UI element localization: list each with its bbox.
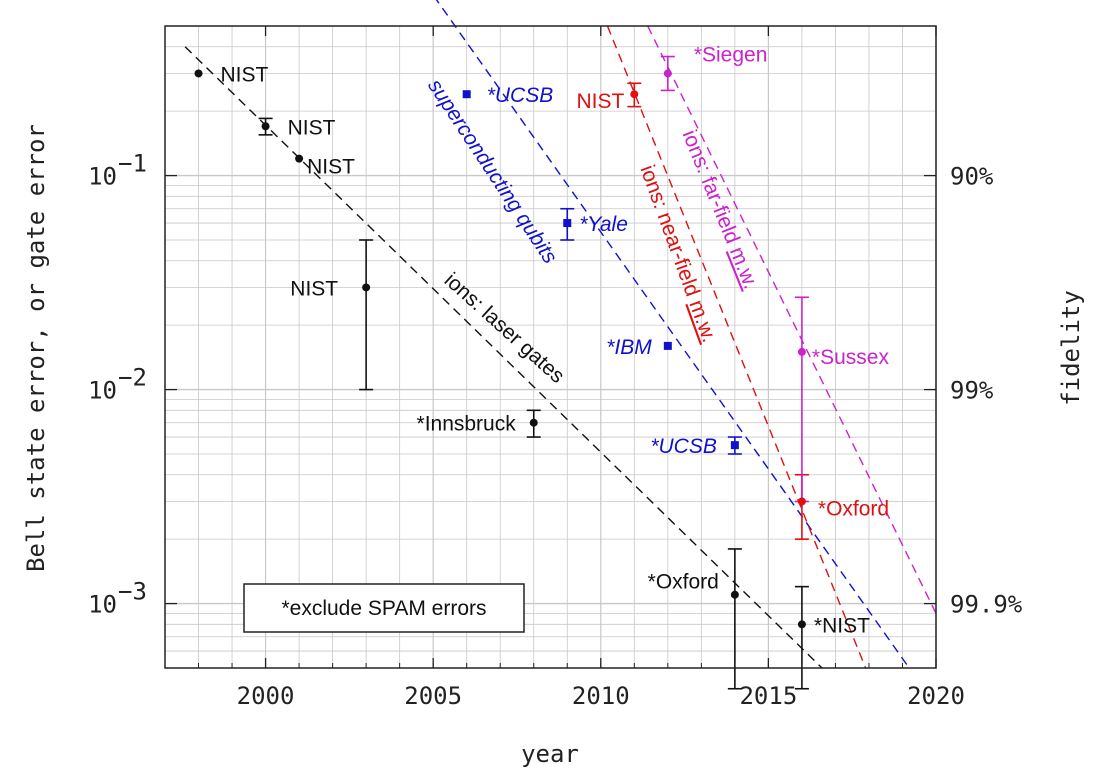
data-point	[663, 341, 672, 350]
data-point	[529, 418, 538, 427]
y2-tick-label: 90%	[950, 163, 994, 191]
x-tick-label: 2010	[572, 682, 630, 710]
x-ticks: 2000 2005 2010 2015 2020	[164, 26, 965, 710]
data-label: *IBM	[606, 336, 652, 359]
y-tick-exponent: −2	[118, 364, 147, 392]
data-point	[563, 219, 572, 228]
y-ticks: 10−110−210−3	[88, 150, 177, 619]
data-label: *Siegen	[694, 43, 768, 66]
line-label-underlined: m.w.	[725, 244, 762, 293]
data-point	[797, 497, 806, 506]
y2-tick-label: 99.9%	[950, 591, 1023, 619]
trend-line	[647, 25, 937, 614]
data-label: NIST	[307, 156, 355, 179]
x-tick-label: 2005	[404, 682, 462, 710]
line-label-underlined: m.w.	[684, 297, 720, 345]
y2-axis-label: fidelity	[1057, 290, 1085, 406]
data-label: *Oxford	[818, 497, 889, 520]
data-label: *Oxford	[648, 571, 719, 594]
plot-frame	[164, 25, 937, 669]
data-label: *UCSB	[650, 435, 717, 458]
trend-line	[184, 46, 823, 669]
error-bars	[258, 55, 809, 690]
data-label: *Innsbruck	[417, 413, 517, 436]
x-tick-label: 2000	[237, 682, 295, 710]
data-point	[730, 590, 739, 599]
x-tick-label: 2020	[907, 682, 965, 710]
y-tick-label: 10	[88, 163, 117, 191]
trend-lines	[184, 0, 937, 669]
y-tick-label: 10	[88, 591, 117, 619]
data-label: NIST	[288, 116, 336, 139]
data-point	[797, 620, 806, 629]
trend-line	[435, 0, 910, 669]
x-axis-label: year	[521, 740, 579, 768]
data-point	[797, 347, 806, 356]
data-points	[194, 69, 806, 629]
line-label: ions: laser gates	[440, 268, 569, 387]
line-label-text: ions: far-field	[678, 127, 747, 252]
data-point	[663, 69, 672, 78]
data-point	[630, 90, 639, 99]
note-text: *exclude SPAM errors	[281, 597, 486, 620]
y2-ticks: 90% 99% 99.9%	[924, 163, 1023, 619]
y-tick-exponent: −3	[118, 578, 147, 606]
data-point	[362, 283, 371, 292]
x-tick-label: 2015	[739, 682, 797, 710]
grid	[164, 25, 937, 669]
trend-line	[606, 25, 867, 669]
data-point	[261, 122, 270, 131]
y-tick-exponent: −1	[118, 150, 147, 178]
data-point	[295, 154, 304, 163]
point-labels: NIST NIST NIST NIST *Innsbruck *Oxford *NIST *U…	[221, 43, 890, 637]
data-label: NIST	[221, 63, 269, 86]
data-label: *NIST	[814, 614, 870, 637]
data-point	[730, 441, 739, 450]
data-label: *Sussex	[812, 346, 890, 369]
data-point	[194, 69, 203, 78]
y-tick-label: 10	[88, 377, 117, 405]
data-label: NIST	[576, 90, 624, 113]
data-point	[462, 90, 471, 99]
y2-tick-label: 99%	[950, 377, 994, 405]
note-box: *exclude SPAM errors	[243, 583, 525, 633]
data-label: NIST	[290, 277, 338, 300]
data-label: *UCSB	[487, 84, 554, 107]
y-axis-label: Bell state error, or gate error	[22, 124, 50, 572]
data-label: *Yale	[579, 213, 628, 236]
